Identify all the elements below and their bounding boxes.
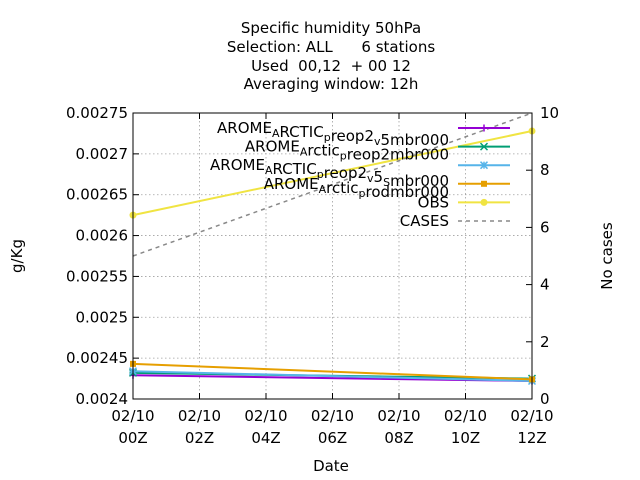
x-tick-label-date: 02/10 [311,407,354,425]
y-tick-label: 0.00255 [66,267,128,285]
legend-label-part: mbr000 [390,172,449,190]
legend-label-part: CASES [400,212,449,230]
legend-label-part: rctic [307,142,339,160]
y2-tick-label: 6 [540,218,550,236]
x-tick-label-hour: 08Z [384,429,413,447]
legend-label-4: AROMEArcticprodmbr000 [264,175,449,201]
x-tick-label-date: 02/10 [111,407,154,425]
x-tick-label-date: 02/10 [444,407,487,425]
title-line-3: Used 00,12 + 00 12 [251,57,411,75]
y2-tick-label: 2 [540,333,550,351]
legend-label-part: rctic [326,179,358,197]
x-tick-label-date: 02/10 [178,407,221,425]
series-marker [480,124,488,132]
marker-circle [480,198,488,206]
legend-label-5: OBS [418,193,449,211]
y2-tick-label: 0 [540,390,550,408]
legend: AROMEARCTICpreop2v5mbr000AROMEArcticpreo… [210,119,510,230]
legend-label-part: p [359,187,366,200]
x-tick-label-hour: 06Z [318,429,347,447]
legend-label-part: reop2 [324,164,367,182]
x-tick-label-hour: 12Z [517,429,546,447]
series-line-3 [132,370,533,382]
y-tick-label: 0.00245 [66,349,128,367]
legend-label-part: p [324,131,331,144]
series-marker [480,198,488,206]
x-tick-label-hour: 10Z [451,429,480,447]
y2-tick-label: 10 [540,104,559,122]
x-tick-label-date: 02/10 [244,407,287,425]
title-line-2: Selection: ALL 6 stations [227,38,435,56]
legend-label-part: RCTIC [279,123,323,141]
legend-label-part: reop2mbr000 [347,146,449,164]
legend-label-2: AROMEArcticpreop2mbr000 [245,138,449,164]
legend-label-part: A [272,127,280,140]
x-tick-label-date: 02/10 [377,407,420,425]
legend-label-part: OBS [418,193,449,211]
legend-label-part: rodmbr000 [366,183,449,201]
legend-label-part: A [319,183,327,196]
chart-title: Specific humidity 50hPa Selection: ALL 6… [227,19,435,93]
legend-label-part: v [374,135,381,148]
legend-label-part: p [340,150,347,163]
legend-label-part: A [300,146,308,159]
series-marker [479,142,489,151]
marker-stroke [479,161,489,170]
x-tick-label-hour: 04Z [251,429,280,447]
marker-square [481,180,487,187]
legend-label-part: 5mbr000 [381,131,449,149]
y-tick-label: 0.00265 [66,186,128,204]
y-tick-label: 0.0026 [76,227,129,245]
y2-tick-label: 4 [540,276,550,294]
legend-label-part: A [265,164,273,177]
series-marker [479,161,489,170]
x-tick-label-hour: 02Z [185,429,214,447]
y-tick-label: 0.0024 [76,390,129,408]
grid [133,113,532,399]
title-line-1: Specific humidity 50hPa [241,19,421,37]
legend-label-part: v [367,172,374,185]
legend-label-3: AROMEARCTICpreop2v5Smbr000 [210,156,449,190]
legend-label-part: AROME [264,175,319,193]
series-line-6 [132,112,533,257]
legend-label-part: S [383,176,390,189]
y-tick-label: 0.00275 [66,104,128,122]
x-axis-label: Date [313,457,349,475]
title-line-4: Averaging window: 12h [244,75,419,93]
series-line-5 [132,130,533,217]
axes: 0.0024 0.00245 0.0025 0.00255 0.0026 0.00265 0… [66,104,559,447]
legend-label-6: CASES [400,212,449,230]
y2-tick-label: 8 [540,161,550,179]
legend-label-1: AROMEARCTICpreop2v5mbr000 [217,119,449,149]
y-tick-label: 0.0027 [76,145,129,163]
series-marker [481,180,487,187]
x-tick-label-date: 02/10 [510,407,553,425]
legend-label-part: p [317,168,324,181]
y-axis-label: g/Kg [8,239,26,273]
y2-axis-label: No cases [598,222,616,290]
legend-label-part: reop2 [331,127,374,145]
legend-label-part: RCTIC [273,160,317,178]
legend-label-part: 5 [374,168,384,186]
legend-label-part: AROME [217,119,272,137]
legend-label-part: AROME [210,156,265,174]
series-line-4 [132,362,533,381]
legend-label-part: AROME [245,138,300,156]
y-tick-label: 0.0025 [76,308,129,326]
x-tick-label-hour: 00Z [118,429,147,447]
